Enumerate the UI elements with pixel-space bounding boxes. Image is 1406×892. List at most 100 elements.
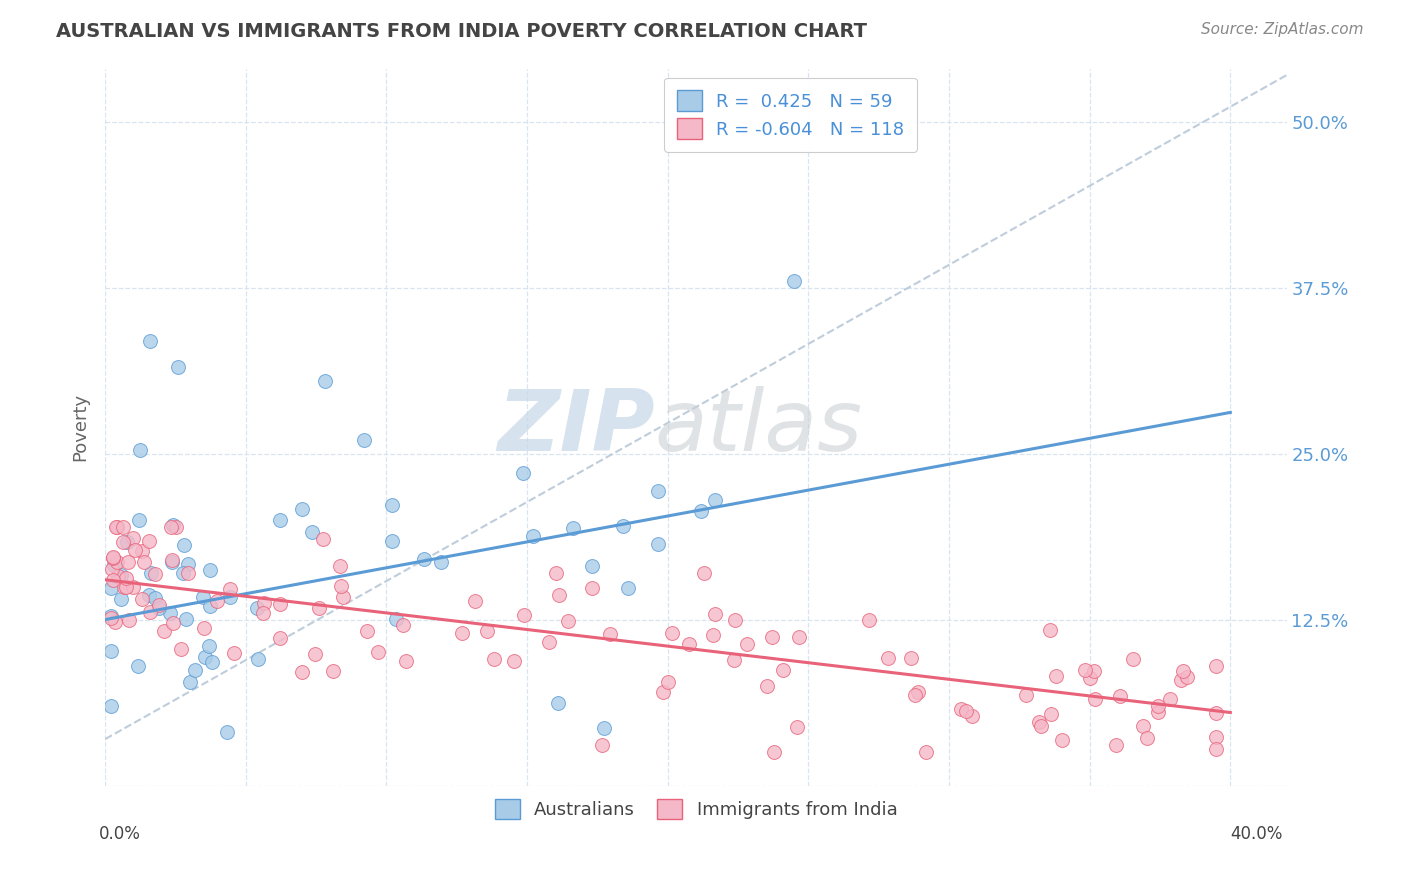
- Point: [246, 600, 269, 615]
- Point: [647, 483, 669, 498]
- Point: [1045, 669, 1067, 683]
- Point: [735, 637, 758, 651]
- Point: [1109, 689, 1132, 703]
- Point: [104, 615, 127, 629]
- Point: [1205, 730, 1227, 744]
- Point: [914, 745, 936, 759]
- Point: [356, 624, 378, 638]
- Point: [907, 685, 929, 699]
- Point: [291, 502, 314, 516]
- Point: [217, 725, 239, 739]
- Point: [704, 607, 727, 622]
- Point: [117, 555, 139, 569]
- Point: [1083, 664, 1105, 678]
- Point: [105, 519, 128, 533]
- Point: [1040, 706, 1063, 721]
- Point: [205, 594, 228, 608]
- Point: [121, 580, 143, 594]
- Point: [503, 655, 526, 669]
- Point: [547, 696, 569, 710]
- Point: [131, 544, 153, 558]
- Point: [308, 601, 330, 615]
- Point: [703, 492, 725, 507]
- Point: [124, 543, 146, 558]
- Point: [599, 627, 621, 641]
- Legend: Australians, Immigrants from India: Australians, Immigrants from India: [488, 791, 904, 827]
- Point: [269, 597, 291, 611]
- Point: [385, 612, 408, 626]
- Point: [657, 674, 679, 689]
- Point: [955, 704, 977, 718]
- Point: [101, 562, 124, 576]
- Point: [129, 442, 152, 457]
- Point: [112, 580, 135, 594]
- Point: [591, 738, 613, 752]
- Point: [127, 659, 149, 673]
- Point: [392, 617, 415, 632]
- Point: [247, 652, 270, 666]
- Point: [111, 519, 134, 533]
- Point: [172, 566, 194, 581]
- Point: [1136, 731, 1159, 745]
- Point: [651, 685, 673, 699]
- Point: [269, 631, 291, 645]
- Point: [581, 581, 603, 595]
- Point: [112, 534, 135, 549]
- Point: [201, 655, 224, 669]
- Point: [224, 646, 246, 660]
- Point: [101, 551, 124, 566]
- Point: [612, 518, 634, 533]
- Point: [561, 521, 583, 535]
- Point: [1205, 658, 1227, 673]
- Point: [1028, 714, 1050, 729]
- Point: [1039, 623, 1062, 637]
- Point: [1015, 689, 1038, 703]
- Point: [110, 568, 132, 582]
- Point: [269, 513, 291, 527]
- Point: [1031, 719, 1053, 733]
- Point: [329, 558, 352, 573]
- Point: [451, 626, 474, 640]
- Point: [949, 701, 972, 715]
- Point: [475, 624, 498, 638]
- Point: [198, 640, 221, 654]
- Point: [314, 374, 336, 388]
- Point: [353, 434, 375, 448]
- Point: [381, 534, 404, 549]
- Point: [193, 590, 215, 604]
- Point: [557, 614, 579, 628]
- Point: [138, 588, 160, 602]
- Point: [252, 606, 274, 620]
- Point: [689, 504, 711, 518]
- Point: [160, 553, 183, 567]
- Point: [117, 613, 139, 627]
- Point: [482, 652, 505, 666]
- Point: [1159, 692, 1181, 706]
- Point: [1078, 671, 1101, 685]
- Point: [100, 609, 122, 624]
- Point: [162, 616, 184, 631]
- Point: [1084, 692, 1107, 706]
- Point: [312, 532, 335, 546]
- Point: [193, 620, 215, 634]
- Point: [1074, 663, 1097, 677]
- Point: [783, 274, 806, 288]
- Point: [138, 533, 160, 548]
- Point: [179, 675, 201, 690]
- Point: [100, 699, 122, 714]
- Point: [105, 519, 128, 533]
- Point: [177, 566, 200, 580]
- Point: [184, 664, 207, 678]
- Point: [464, 594, 486, 608]
- Point: [547, 588, 569, 602]
- Point: [1175, 670, 1198, 684]
- Point: [103, 574, 125, 588]
- Point: [593, 721, 616, 735]
- Point: [1132, 719, 1154, 733]
- Point: [724, 613, 747, 627]
- Point: [105, 555, 128, 569]
- Point: [167, 360, 190, 375]
- Point: [122, 531, 145, 545]
- Point: [723, 653, 745, 667]
- Point: [194, 650, 217, 665]
